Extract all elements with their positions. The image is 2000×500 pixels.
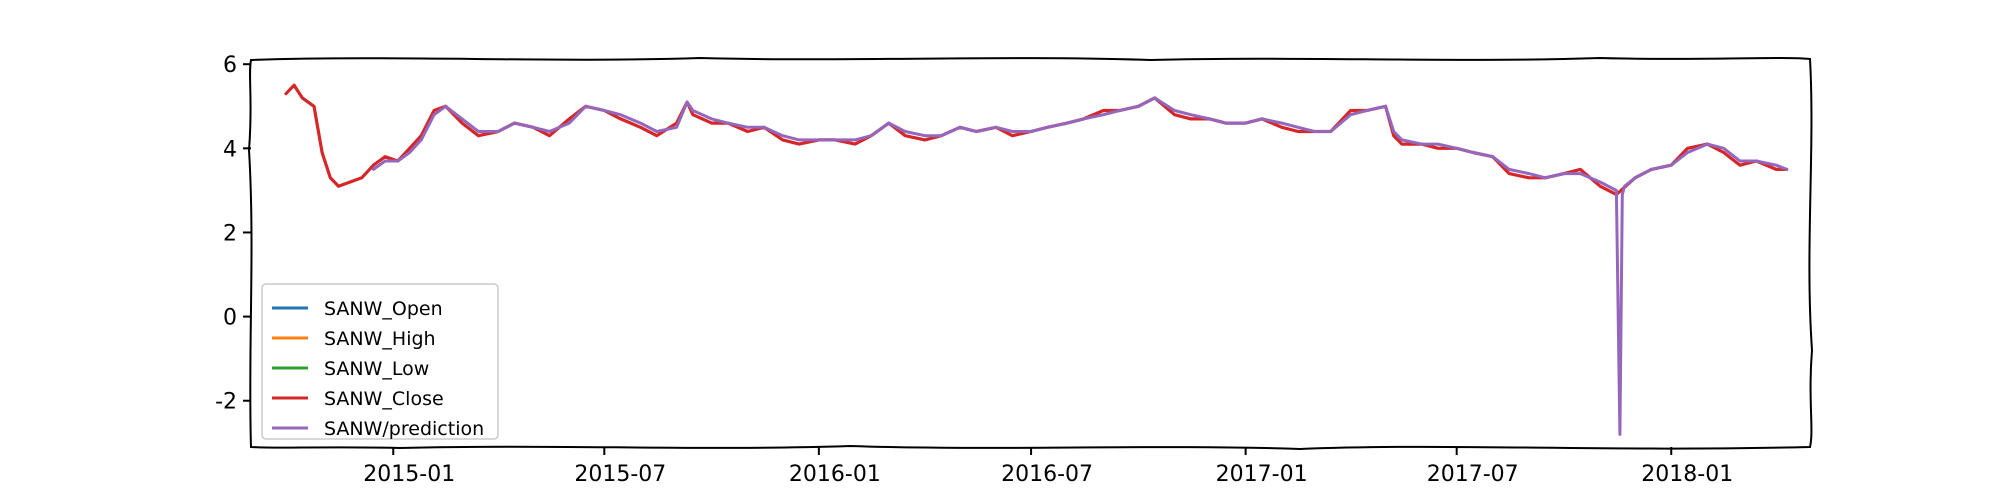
legend-label-sanw-low: SANW_Low <box>324 358 429 380</box>
legend-label-sanw-high: SANW_High <box>324 328 436 350</box>
legend-label-sanw-close: SANW_Close <box>324 388 444 410</box>
y-tick-label: 6 <box>223 53 237 78</box>
legend-box <box>261 283 499 440</box>
plot-frame <box>247 56 1814 451</box>
x-tick-label: 2017-07 <box>1427 462 1519 487</box>
y-tick-label: 0 <box>223 306 237 331</box>
x-tick-label: 2017-01 <box>1216 462 1308 487</box>
x-tick-label: 2015-07 <box>574 462 666 487</box>
axis-layer: -2 0 2 4 6 2015-01 2015-07 2016-01 2016-07 2017-0… <box>215 53 1733 487</box>
y-tick-label: -2 <box>215 390 237 415</box>
y-tick-label: 4 <box>223 137 237 162</box>
x-tick-label: 2016-01 <box>789 462 881 487</box>
legend-label-sanw-prediction: SANW/prediction <box>324 418 484 440</box>
series-layer <box>284 83 1789 436</box>
legend: SANW_Open SANW_High SANW_Low SANW_Close SANW… <box>261 283 499 440</box>
x-tick-label: 2018-01 <box>1641 462 1733 487</box>
series-line-sanw-prediction <box>371 96 1789 436</box>
x-tick-label: 2016-07 <box>1001 462 1093 487</box>
y-tick-label: 2 <box>223 221 237 246</box>
x-tick-label: 2015-01 <box>363 462 455 487</box>
legend-label-sanw-open: SANW_Open <box>324 298 443 320</box>
